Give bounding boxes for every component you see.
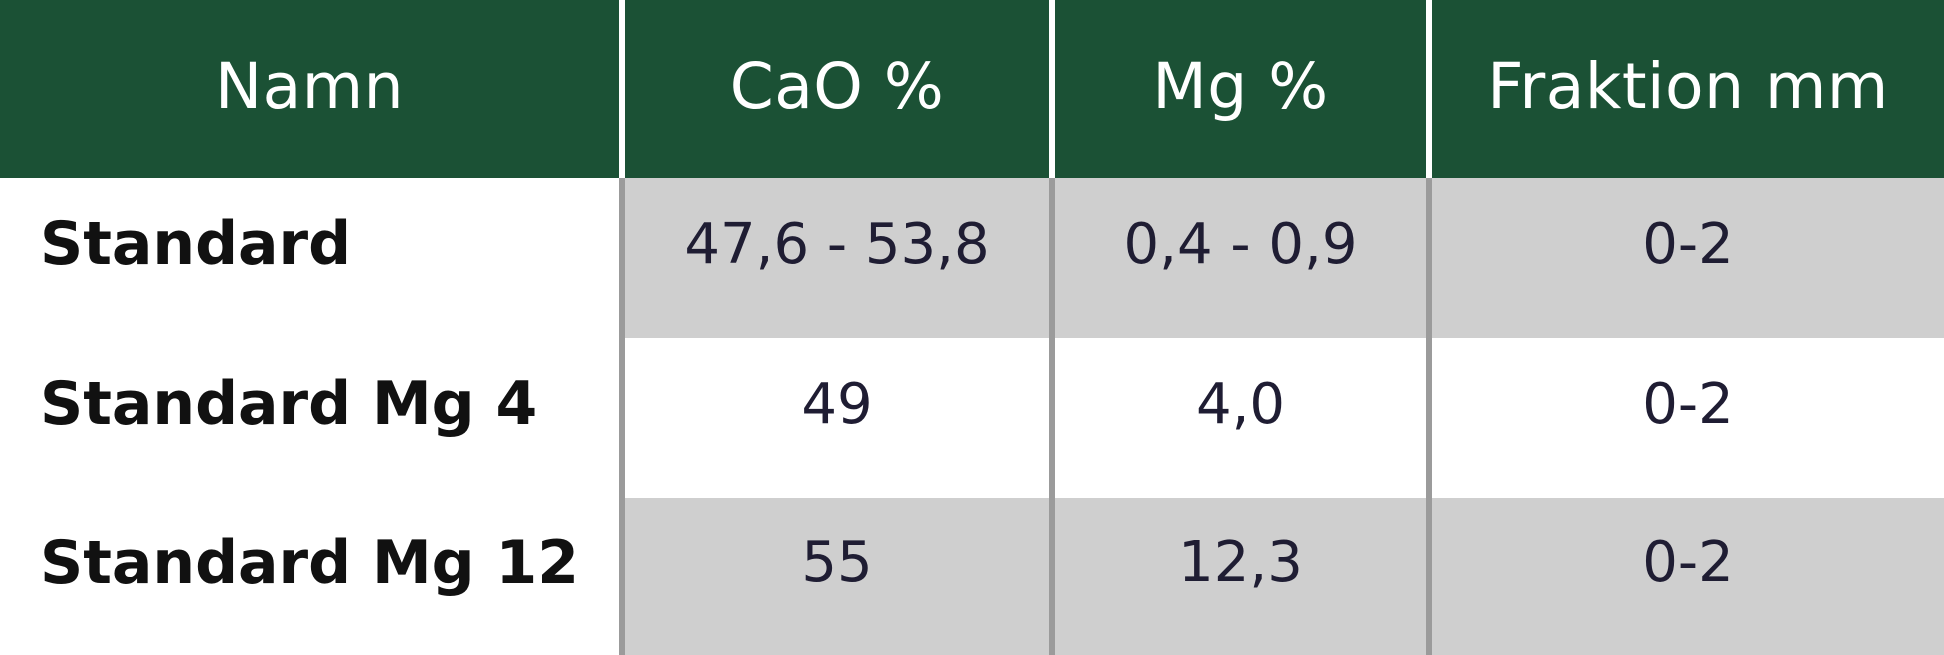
header-mg: Mg %: [1049, 0, 1426, 178]
cell-mg: 12,3: [1049, 498, 1426, 655]
cell-cao: 55: [619, 498, 1049, 655]
header-cao: CaO %: [619, 0, 1049, 178]
row-name: Standard: [0, 178, 619, 338]
cell-mg: 0,4 - 0,9: [1049, 178, 1426, 338]
cell-mg: 4,0: [1049, 338, 1426, 498]
row-name: Standard Mg 4: [0, 338, 619, 498]
cell-fraktion: 0-2: [1426, 338, 1944, 498]
header-namn: Namn: [0, 0, 619, 178]
cell-fraktion: 0-2: [1426, 178, 1944, 338]
cell-cao: 49: [619, 338, 1049, 498]
header-fraktion: Fraktion mm: [1426, 0, 1944, 178]
cell-fraktion: 0-2: [1426, 498, 1944, 655]
cell-cao: 47,6 - 53,8: [619, 178, 1049, 338]
row-name: Standard Mg 12: [0, 498, 619, 655]
